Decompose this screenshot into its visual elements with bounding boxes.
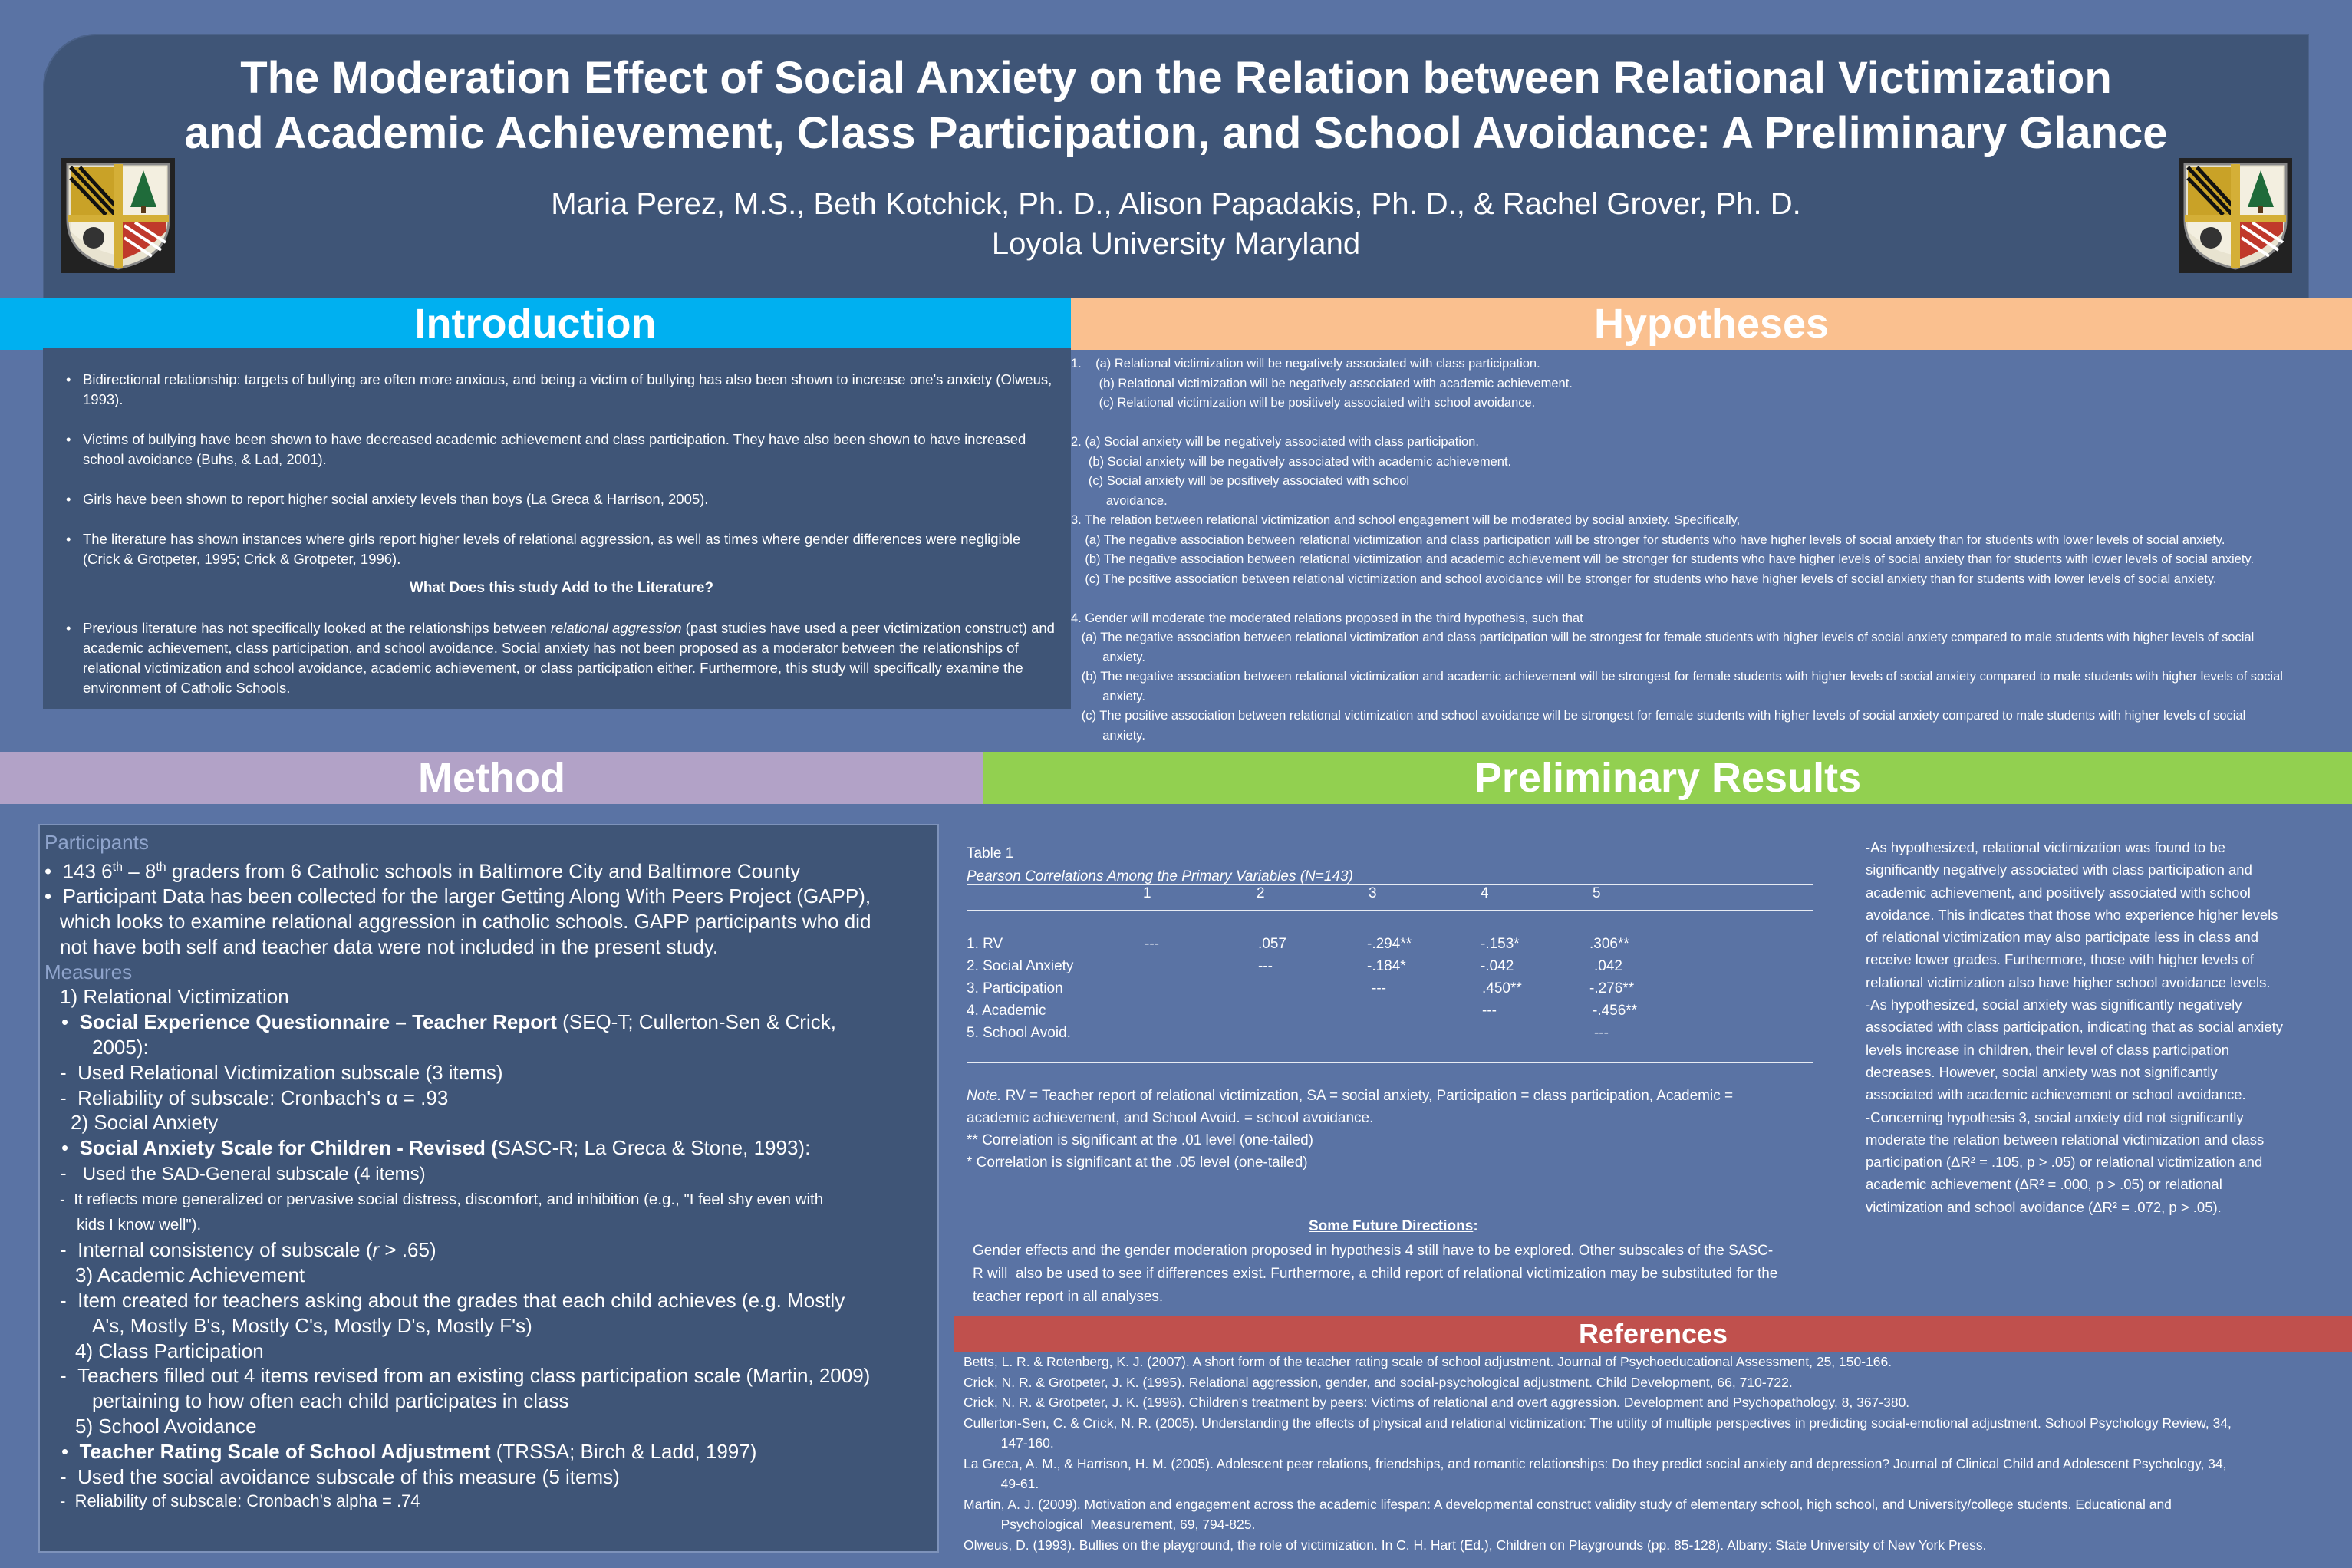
- introduction-heading: Introduction: [0, 298, 1071, 350]
- table-caption: Pearson Correlations Among the Primary V…: [967, 868, 1353, 884]
- table-cell: ---: [1258, 958, 1273, 974]
- hypotheses-heading: Hypotheses: [1071, 298, 2352, 350]
- table-col-header: 3: [1369, 885, 1377, 901]
- intro-bullet: The literature has shown instances where…: [63, 529, 1060, 569]
- future-directions-heading: Some Future Directions:: [1309, 1218, 1478, 1234]
- table-col-header: 4: [1481, 885, 1489, 901]
- author-block: Maria Perez, M.S., Beth Kotchick, Ph. D.…: [43, 184, 2309, 264]
- participants-item-cont: which looks to examine relational aggres…: [60, 910, 871, 934]
- references-panel: Betts, L. R. & Rotenberg, K. J. (2007). …: [954, 1352, 2352, 1568]
- measure-detail: - Used the SAD-General subscale (4 items…: [60, 1161, 426, 1185]
- references-text: Betts, L. R. & Rotenberg, K. J. (2007). …: [964, 1354, 2232, 1553]
- table-cell: -.294**: [1367, 936, 1412, 952]
- table-cell: -.153*: [1481, 936, 1520, 952]
- table-cell: -.276**: [1589, 980, 1635, 996]
- hypotheses-panel: 1. (a) Relational victimization will be …: [1071, 348, 2352, 747]
- intro-bullet: Bidirectional relationship: targets of b…: [63, 370, 1060, 410]
- measure-detail: - Reliability of subscale: Cronbach's α …: [60, 1085, 449, 1109]
- measure-title: 3) Academic Achievement: [75, 1263, 305, 1287]
- table-rule: [967, 1062, 1813, 1063]
- introduction-panel: Bidirectional relationship: targets of b…: [43, 348, 1071, 709]
- table-cell: -.456**: [1593, 1003, 1638, 1019]
- table-title: Table 1 Pearson Correlations Among the P…: [967, 842, 1353, 888]
- measure-detail: - Internal consistency of subscale (r > …: [60, 1238, 436, 1262]
- table-cell: ---: [1594, 1025, 1609, 1041]
- table-cell: ---: [1482, 1003, 1497, 1019]
- intro-bullet: Previous literature has not specifically…: [63, 618, 1060, 698]
- university-crest-icon: [2179, 158, 2292, 273]
- table-col-header: 5: [1593, 885, 1601, 901]
- table-cell: .306**: [1589, 936, 1629, 952]
- intro-bullet: Victims of bullying have been shown to h…: [63, 430, 1060, 469]
- table-row-label: 3. Participation: [967, 980, 1063, 996]
- measure-detail: • Teacher Rating Scale of School Adjustm…: [61, 1439, 757, 1463]
- table-rule: [967, 884, 1813, 885]
- results-summary-panel: -As hypothesized, relational victimizati…: [1866, 830, 2334, 1229]
- participants-item-cont: not have both self and teacher data were…: [60, 934, 719, 958]
- method-panel: Participants • 143 6th – 8th graders fro…: [38, 824, 939, 1553]
- measure-title: 1) Relational Victimization: [60, 985, 289, 1009]
- measure-detail: - Teachers filled out 4 items revised fr…: [60, 1364, 871, 1388]
- hypotheses-text: 1. (a) Relational victimization will be …: [1071, 357, 2283, 743]
- poster-header: The Moderation Effect of Social Anxiety …: [43, 34, 2309, 299]
- measure-detail: - Used the social avoidance subscale of …: [60, 1464, 620, 1488]
- university-crest-icon: [61, 158, 175, 273]
- measure-detail-cont: A's, Mostly B's, Mostly C's, Mostly D's,…: [92, 1313, 532, 1337]
- measure-detail: • Social Experience Questionnaire – Teac…: [61, 1010, 836, 1034]
- measure-title: 5) School Avoidance: [75, 1414, 257, 1438]
- table-row-label: 2. Social Anxiety: [967, 958, 1074, 974]
- table-rule: [967, 910, 1813, 911]
- table-row-label: 1. RV: [967, 936, 1003, 952]
- results-summary-text: -As hypothesized, relational victimizati…: [1866, 839, 2283, 1215]
- measure-detail-cont: 2005):: [92, 1036, 149, 1059]
- measure-detail-cont: pertaining to how often each child parti…: [92, 1389, 569, 1413]
- table-note: Note. RV = Teacher report of relational …: [967, 1088, 1734, 1171]
- intro-bullet: Girls have been shown to report higher s…: [63, 489, 1060, 509]
- title-line-2: and Academic Achievement, Class Particip…: [184, 108, 2168, 158]
- measure-detail-cont: kids I know well").: [77, 1215, 202, 1234]
- table-row-label: 4. Academic: [967, 1003, 1046, 1019]
- measures-heading: Measures: [44, 960, 133, 983]
- table-cell: .057: [1258, 936, 1286, 952]
- participants-item: • Participant Data has been collected fo…: [44, 884, 871, 908]
- results-table-panel: Table 1 Pearson Correlations Among the P…: [956, 824, 1830, 1313]
- table-row-label: 5. School Avoid.: [967, 1025, 1071, 1041]
- table-cell: ---: [1145, 936, 1159, 952]
- measure-detail: • Social Anxiety Scale for Children - Re…: [61, 1136, 811, 1160]
- table-cell: .042: [1594, 958, 1622, 974]
- table-label: Table 1: [967, 845, 1014, 861]
- future-directions-text: Gender effects and the gender moderation…: [973, 1243, 1778, 1305]
- method-heading: Method: [0, 752, 983, 804]
- title-line-1: The Moderation Effect of Social Anxiety …: [240, 53, 2112, 103]
- results-heading: Preliminary Results: [983, 752, 2352, 804]
- measure-detail: - Item created for teachers asking about…: [60, 1289, 845, 1312]
- poster-title: The Moderation Effect of Social Anxiety …: [43, 51, 2309, 161]
- table-cell: .450**: [1482, 980, 1522, 996]
- measure-title: 2) Social Anxiety: [71, 1111, 219, 1135]
- measure-title: 4) Class Participation: [75, 1339, 264, 1362]
- table-cell: -.042: [1481, 958, 1514, 974]
- table-cell: ---: [1372, 980, 1386, 996]
- intro-subheading: What Does this study Add to the Literatu…: [409, 580, 714, 596]
- measure-detail: - It reflects more generalized or pervas…: [60, 1190, 824, 1208]
- references-heading: References: [954, 1316, 2352, 1352]
- participants-heading: Participants: [44, 831, 149, 854]
- authors: Maria Perez, M.S., Beth Kotchick, Ph. D.…: [551, 187, 1801, 221]
- measure-detail: - Used Relational Victimization subscale…: [60, 1060, 503, 1084]
- affiliation: Loyola University Maryland: [991, 227, 1361, 261]
- participants-item: • 143 6th – 8th graders from 6 Catholic …: [44, 859, 801, 883]
- table-cell: -.184*: [1367, 958, 1406, 974]
- table-col-header: 1: [1143, 885, 1151, 901]
- measure-detail: - Reliability of subscale: Cronbach's al…: [60, 1491, 420, 1511]
- table-col-header: 2: [1257, 885, 1265, 901]
